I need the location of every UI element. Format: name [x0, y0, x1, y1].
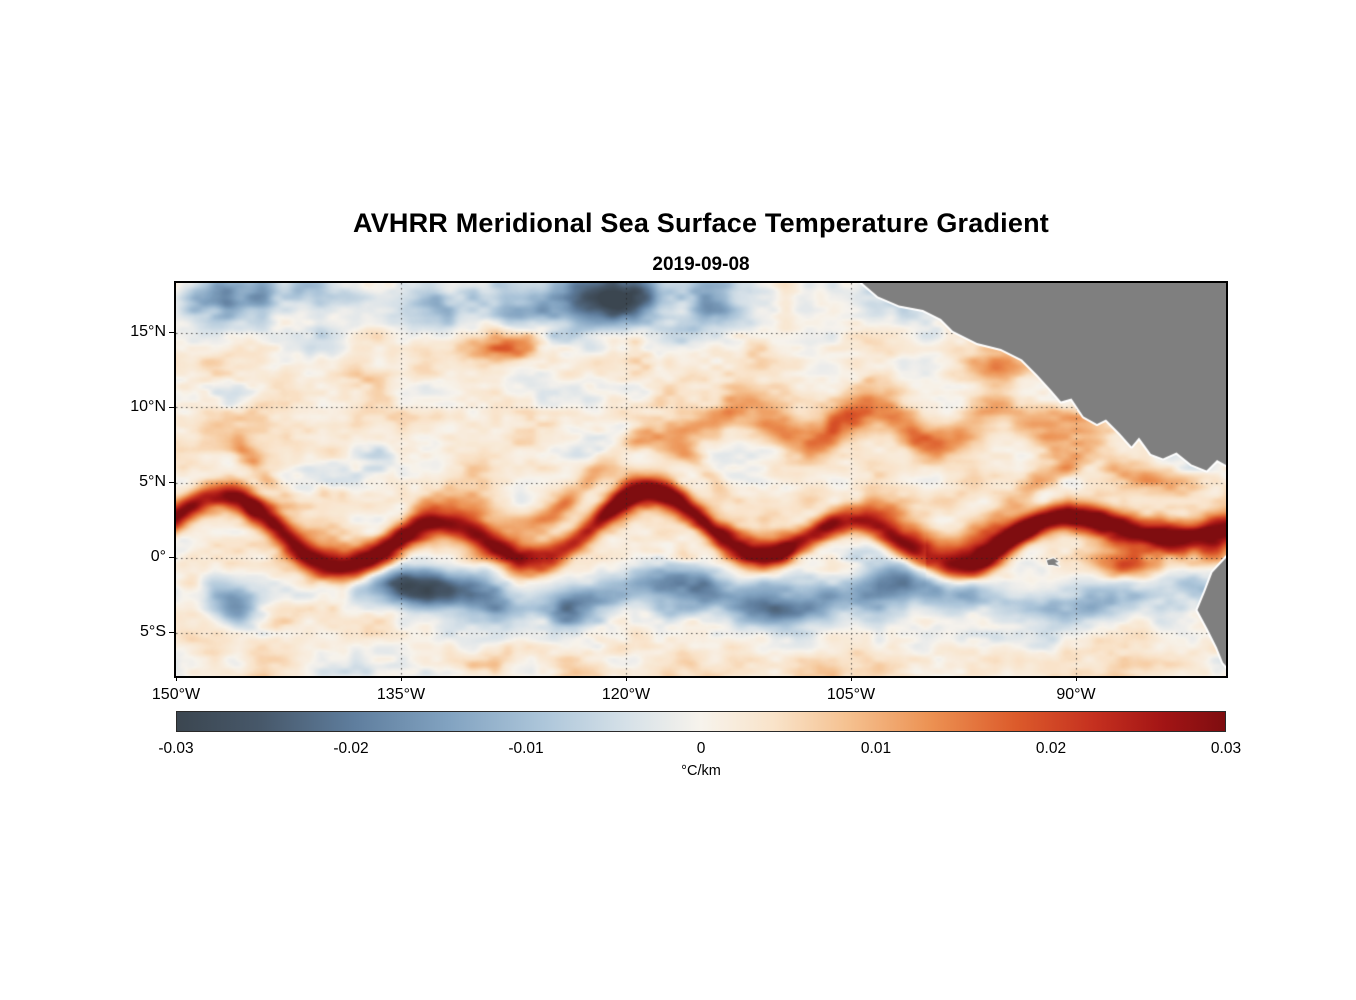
- chart-title: AVHRR Meridional Sea Surface Temperature…: [353, 208, 1049, 238]
- colorbar-tick-label: -0.03: [158, 740, 194, 757]
- x-axis-tick-label: 135°W: [376, 686, 426, 703]
- x-axis-tick-label: 105°W: [826, 686, 876, 703]
- y-axis-tick-label: 15°N: [130, 322, 166, 340]
- chart-date-subtitle: 2019-09-08: [652, 254, 750, 275]
- colorbar: [176, 711, 1226, 732]
- x-axis-tick: [175, 676, 177, 681]
- map-plot-area: [174, 281, 1228, 678]
- x-axis-tick: [850, 676, 852, 681]
- colorbar-tick-label: 0.01: [860, 740, 892, 757]
- y-axis-tick-label: 10°N: [130, 397, 166, 415]
- y-axis-tick: [169, 407, 175, 408]
- colorbar-tick-label: -0.02: [333, 740, 369, 757]
- colorbar-tick-label: 0.02: [1035, 740, 1067, 757]
- colorbar-tick-label: -0.01: [508, 740, 544, 757]
- x-axis-tick: [1075, 676, 1077, 681]
- x-axis-tick-label: 120°W: [601, 686, 651, 703]
- y-axis-tick-label: 5°N: [139, 472, 166, 490]
- x-axis-tick: [400, 676, 402, 681]
- x-axis-tick-label: 150°W: [151, 686, 201, 703]
- colorbar-tick-label: 0.03: [1210, 740, 1242, 757]
- colorbar-unit-label: °C/km: [681, 763, 721, 779]
- x-axis-tick-label: 90°W: [1056, 686, 1096, 703]
- x-axis-tick: [625, 676, 627, 681]
- grid-and-land-overlay-canvas: [176, 283, 1226, 676]
- colorbar-tick-label: 0: [696, 740, 706, 757]
- y-axis-tick: [169, 632, 175, 633]
- y-axis-tick-label: 0°: [150, 547, 166, 565]
- y-axis-tick-label: 5°S: [140, 622, 166, 640]
- y-axis-tick: [169, 557, 175, 558]
- y-axis-tick: [169, 332, 175, 333]
- y-axis-tick: [169, 482, 175, 483]
